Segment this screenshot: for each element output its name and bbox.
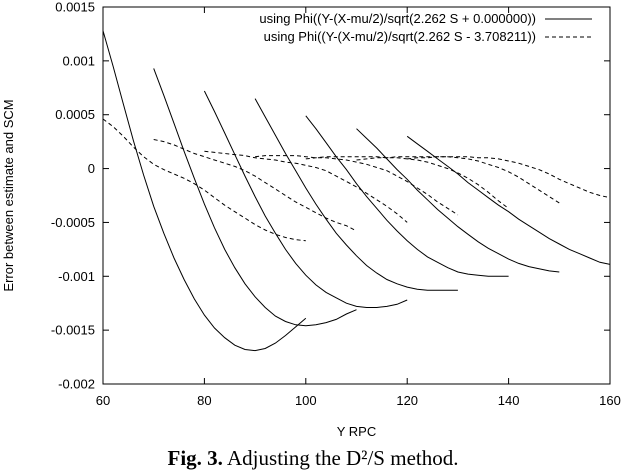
solid-series-line-7 <box>406 135 611 265</box>
x-tick-label: 80 <box>197 393 211 408</box>
plot-frame <box>102 6 611 385</box>
figure-caption: Fig. 3. Adjusting the D²/S method. <box>0 446 626 471</box>
caption-text: Adjusting the D²/S method. <box>227 446 459 470</box>
x-tick-label: 100 <box>295 393 317 408</box>
x-axis-label: Y RPC <box>337 424 377 439</box>
x-tick-label: 60 <box>96 393 110 408</box>
dashed-series-line-5 <box>305 156 509 209</box>
series-curves <box>102 30 611 352</box>
x-tick-label: 120 <box>396 393 418 408</box>
y-tick-label: 0.001 <box>62 53 95 68</box>
y-tick-label: -0.001 <box>58 269 95 284</box>
solid-series-line-4 <box>254 98 458 291</box>
axis-ticks <box>102 6 611 385</box>
dashed-series-line-4 <box>255 155 459 216</box>
solid-series-line-2 <box>153 68 357 327</box>
solid-series-line-5 <box>305 115 509 277</box>
legend-entry-dashed: using Phi((Y-(X-mu/2)/sqrt(2.262 S - 3.7… <box>264 29 536 44</box>
y-axis-label: Error between estimate and SCM <box>1 99 16 291</box>
dashed-series-line-6 <box>356 156 560 204</box>
y-tick-label: -0.0005 <box>51 215 95 230</box>
solid-series-line-3 <box>203 90 408 308</box>
dashed-series-line-2 <box>153 139 357 232</box>
dashed-series-line-1 <box>102 118 306 242</box>
dashed-series-line-7 <box>407 156 611 199</box>
legend: using Phi((Y-(X-mu/2)/sqrt(2.262 S + 0.0… <box>259 11 592 44</box>
dashed-series-line-3 <box>204 150 408 223</box>
caption-label: Fig. 3. <box>167 446 223 470</box>
legend-entry-solid: using Phi((Y-(X-mu/2)/sqrt(2.262 S + 0.0… <box>259 11 536 26</box>
x-tick-label: 140 <box>498 393 520 408</box>
y-tick-label: 0.0005 <box>55 107 95 122</box>
tick-labels: 60 80 100 120 140 160 -0.002 -0.0015 -0.001 -0.00… <box>51 0 621 408</box>
y-tick-label: 0.0015 <box>55 0 95 15</box>
x-tick-label: 160 <box>599 393 621 408</box>
y-tick-label: -0.002 <box>58 377 95 392</box>
solid-series-line-6 <box>356 128 560 273</box>
y-tick-label: 0 <box>88 161 95 176</box>
y-tick-label: -0.0015 <box>51 323 95 338</box>
solid-series-line-1 <box>102 30 307 352</box>
